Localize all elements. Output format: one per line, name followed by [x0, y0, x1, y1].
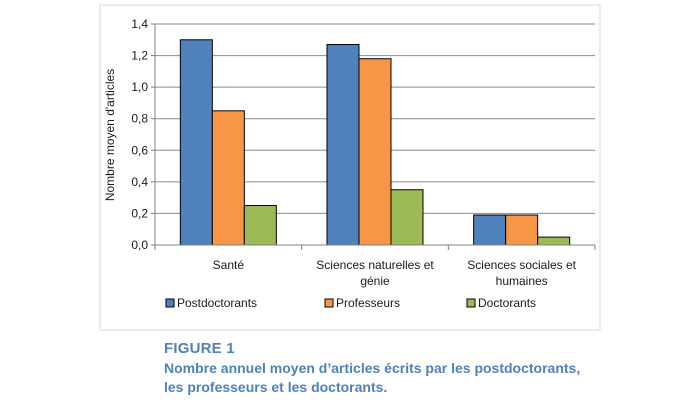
- y-tick-label: 0,4: [131, 175, 148, 189]
- y-tick-label: 0,8: [131, 112, 148, 126]
- bar-professeurs-0: [211, 110, 245, 246]
- axes-group: [154, 24, 595, 246]
- bar-doctorants-0: [243, 205, 277, 246]
- bar-chart: 0,0 0,2 0,4 0,6 0,8 1,0 1,2 1,4 Santé Sciences n…: [99, 4, 601, 331]
- legend: Postdoctorants Professeurs Doctorants: [165, 296, 536, 310]
- x-tick-label: génie: [360, 274, 390, 288]
- bar-professeurs-2: [505, 214, 539, 246]
- y-tick-label: 1,0: [131, 80, 148, 94]
- x-tick-label: humaines: [496, 274, 548, 288]
- bar-postdoctorants-0: [179, 39, 213, 246]
- y-tick-labels: 0,0 0,2 0,4 0,6 0,8 1,0 1,2 1,4: [131, 17, 148, 252]
- x-tick-label: Sciences naturelles et: [316, 258, 434, 272]
- legend-swatch-doctorants: [466, 298, 476, 308]
- figure-caption-line-2: les professeurs et les doctorants.: [164, 379, 388, 395]
- y-tick-label: 1,2: [131, 49, 148, 63]
- x-tick-label: Santé: [213, 258, 245, 272]
- figure-label: FIGURE 1: [164, 340, 235, 357]
- bar-doctorants-2: [537, 236, 571, 246]
- figure-caption-line-1: Nombre annuel moyen d’articles écrits pa…: [164, 360, 581, 376]
- figure-caption: FIGURE 1 Nombre annuel moyen d’articles …: [164, 340, 684, 397]
- chart-container: 0,0 0,2 0,4 0,6 0,8 1,0 1,2 1,4 Santé Sciences n…: [99, 4, 601, 331]
- bars-group: [179, 39, 571, 246]
- y-tick-label: 0,0: [131, 238, 148, 252]
- x-tick-label: Sciences sociales et: [467, 258, 576, 272]
- x-tick-labels: Santé Sciences naturelles et génie Sciences…: [154, 245, 596, 288]
- y-tick-label: 0,2: [131, 206, 148, 220]
- bar-doctorants-1: [390, 189, 424, 246]
- bar-professeurs-1: [358, 58, 392, 246]
- y-tick-label: 1,4: [131, 17, 148, 31]
- legend-swatch-postdoctorants: [165, 298, 175, 308]
- legend-swatch-professeurs: [324, 298, 334, 308]
- legend-label-doctorants: Doctorants: [478, 296, 536, 310]
- legend-label-postdoctorants: Postdoctorants: [177, 296, 257, 310]
- y-axis-label: Nombre moyen d'articles: [103, 69, 117, 201]
- legend-label-professeurs: Professeurs: [336, 296, 400, 310]
- y-tick-label: 0,6: [131, 143, 148, 157]
- bar-postdoctorants-2: [473, 214, 507, 246]
- bar-postdoctorants-1: [326, 44, 360, 246]
